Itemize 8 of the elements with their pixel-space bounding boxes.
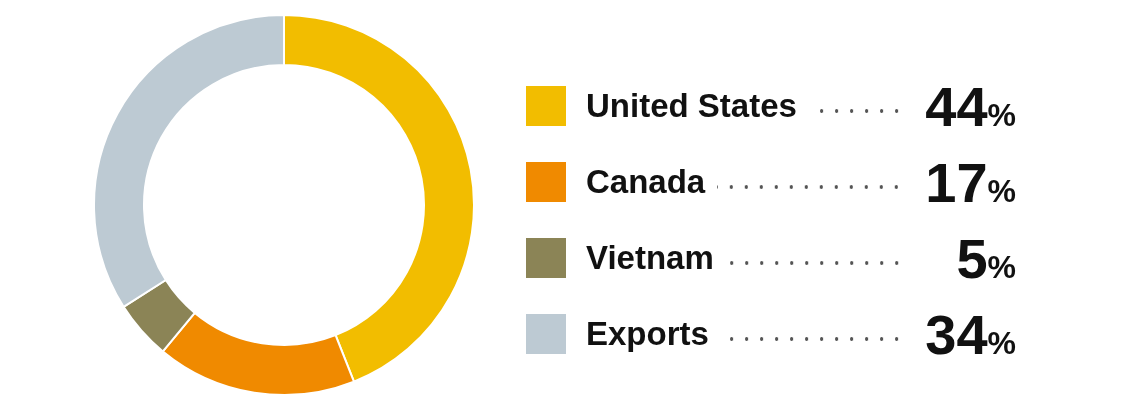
data-label: 5%	[956, 226, 1016, 290]
data-label: 34%	[925, 302, 1016, 366]
legend-label: Canada	[586, 163, 706, 201]
legend-label: Vietnam	[586, 239, 714, 277]
legend-label: United States	[586, 87, 797, 125]
data-label: 44%	[925, 74, 1016, 138]
data-label: 17%	[925, 150, 1016, 214]
legend-label: Exports	[586, 315, 709, 353]
